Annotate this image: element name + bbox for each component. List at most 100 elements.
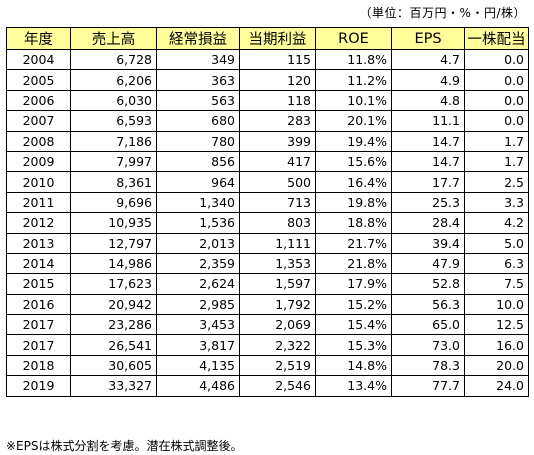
sales-cell: 33,327 [70,375,157,397]
sales-cell: 7,186 [70,130,157,152]
ordinary-profit-cell: 2,985 [156,293,240,316]
ordinary-profit-cell: 4,486 [156,375,240,397]
table-row: 2011 9,696 1,340 713 19.8% 25.3 3.3 [6,191,529,214]
roe-cell: 15.2% [315,293,392,316]
sales-cell: 14,986 [70,252,157,275]
net-income-cell: 417 [239,150,316,173]
header-year: 年度 [6,27,71,50]
dividend-cell: 0.0 [464,89,529,112]
table-row: 2004 6,728 349 115 11.8% 4.7 0.0 [6,48,529,71]
year-cell: 2010 [6,171,71,193]
table-row: 2013 12,797 2,013 1,111 21.7% 39.4 5.0 [6,232,529,254]
sales-cell: 10,935 [70,212,157,234]
eps-cell: 65.0 [391,314,465,336]
table-row: 2006 6,030 563 118 10.1% 4.8 0.0 [6,89,529,112]
ordinary-profit-cell: 2,624 [156,273,240,295]
sales-cell: 6,593 [70,110,157,132]
dividend-cell: 7.5 [464,273,529,295]
net-income-cell: 1,792 [239,293,316,316]
net-income-cell: 1,353 [239,252,316,275]
net-income-cell: 713 [239,191,316,214]
net-income-cell: 803 [239,212,316,234]
table-row: 2016 20,942 2,985 1,792 15.2% 56.3 10.0 [6,293,529,316]
net-income-cell: 118 [239,89,316,112]
footnote: ※EPSは株式分割を考慮。潜在株式調整後。 [6,439,243,453]
year-cell: 2006 [6,89,71,112]
roe-cell: 21.7% [315,232,392,254]
eps-cell: 25.3 [391,191,465,214]
year-cell: 2014 [6,252,71,275]
table-row: 2007 6,593 680 283 20.1% 11.1 0.0 [6,110,529,132]
dividend-cell: 10.0 [464,293,529,316]
dividend-cell: 2.5 [464,171,529,193]
eps-cell: 14.7 [391,130,465,152]
dividend-cell: 1.7 [464,130,529,152]
roe-cell: 19.8% [315,191,392,214]
year-cell: 2013 [6,232,71,254]
net-income-cell: 2,519 [239,354,316,377]
table-row: 2008 7,186 780 399 19.4% 14.7 1.7 [6,130,529,152]
eps-cell: 4.8 [391,89,465,112]
year-cell: 2008 [6,130,71,152]
table-row: 2018 30,605 4,135 2,519 14.8% 78.3 20.0 [6,354,529,377]
dividend-cell: 24.0 [464,375,529,397]
dividend-cell: 16.0 [464,334,529,356]
year-cell: 2016 [6,293,71,316]
eps-cell: 39.4 [391,232,465,254]
sales-cell: 30,605 [70,354,157,377]
dividend-cell: 20.0 [464,354,529,377]
year-cell: 2019 [6,375,71,397]
eps-cell: 77.7 [391,375,465,397]
financial-table: 年度 売上高 経常損益 当期利益 ROE EPS 一株配当 2004 6,728 3… [6,27,529,397]
eps-cell: 52.8 [391,273,465,295]
sales-cell: 6,206 [70,69,157,91]
roe-cell: 18.8% [315,212,392,234]
net-income-cell: 500 [239,171,316,193]
dividend-cell: 5.0 [464,232,529,254]
year-cell: 2018 [6,354,71,377]
net-income-cell: 2,069 [239,314,316,336]
eps-cell: 78.3 [391,354,465,377]
sales-cell: 9,696 [70,191,157,214]
dividend-cell: 4.2 [464,212,529,234]
header-dividend: 一株配当 [464,27,529,50]
sales-cell: 23,286 [70,314,157,336]
ordinary-profit-cell: 363 [156,69,240,91]
sales-cell: 20,942 [70,293,157,316]
dividend-cell: 3.3 [464,191,529,214]
dividend-cell: 12.5 [464,314,529,336]
dividend-cell: 6.3 [464,252,529,275]
ordinary-profit-cell: 3,453 [156,314,240,336]
unit-note: （単位：百万円・%・円/株） [359,6,526,20]
table-row: 2017 23,286 3,453 2,069 15.4% 65.0 12.5 [6,314,529,336]
header-eps: EPS [391,27,465,50]
net-income-cell: 2,546 [239,375,316,397]
ordinary-profit-cell: 349 [156,48,240,71]
header-roe: ROE [315,27,392,50]
eps-cell: 47.9 [391,252,465,275]
roe-cell: 15.3% [315,334,392,356]
table-row: 2019 33,327 4,486 2,546 13.4% 77.7 24.0 [6,375,529,397]
net-income-cell: 115 [239,48,316,71]
roe-cell: 17.9% [315,273,392,295]
dividend-cell: 0.0 [464,48,529,71]
header-sales: 売上高 [70,27,157,50]
table-row: 2012 10,935 1,536 803 18.8% 28.4 4.2 [6,212,529,234]
table-row: 2005 6,206 363 120 11.2% 4.9 0.0 [6,69,529,91]
table-row: 2010 8,361 964 500 16.4% 17.7 2.5 [6,171,529,193]
roe-cell: 11.8% [315,48,392,71]
eps-cell: 14.7 [391,150,465,173]
ordinary-profit-cell: 4,135 [156,354,240,377]
year-cell: 2004 [6,48,71,71]
header-ordinary-profit: 経常損益 [156,27,240,50]
year-cell: 2007 [6,110,71,132]
net-income-cell: 120 [239,69,316,91]
dividend-cell: 0.0 [464,110,529,132]
year-cell: 2017 [6,314,71,336]
sales-cell: 6,030 [70,89,157,112]
sales-cell: 26,541 [70,334,157,356]
year-cell: 2011 [6,191,71,214]
ordinary-profit-cell: 856 [156,150,240,173]
ordinary-profit-cell: 2,013 [156,232,240,254]
roe-cell: 10.1% [315,89,392,112]
